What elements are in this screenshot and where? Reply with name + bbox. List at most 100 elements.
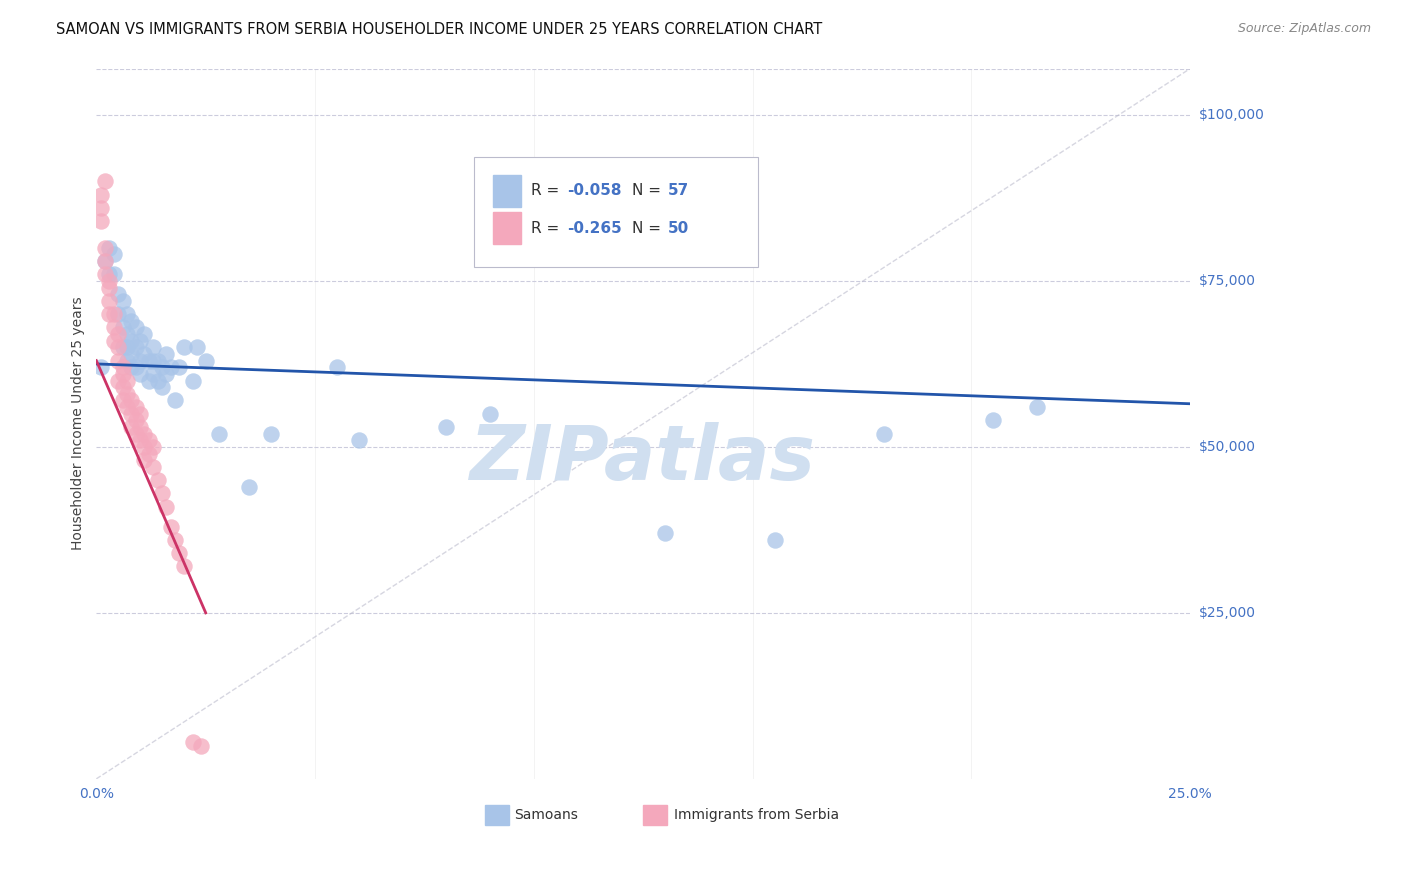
- Point: [103, 307, 125, 321]
- Point: [129, 420, 152, 434]
- Point: [150, 380, 173, 394]
- Point: [98, 280, 121, 294]
- Point: [155, 500, 177, 514]
- Point: [138, 353, 160, 368]
- Point: [654, 526, 676, 541]
- Point: [142, 459, 165, 474]
- Point: [150, 486, 173, 500]
- Bar: [644, 805, 668, 825]
- Point: [134, 426, 156, 441]
- Point: [98, 241, 121, 255]
- Text: R =: R =: [530, 183, 564, 198]
- Point: [238, 480, 260, 494]
- Point: [120, 334, 142, 348]
- Point: [115, 386, 138, 401]
- Point: [111, 360, 134, 375]
- Point: [165, 393, 187, 408]
- Point: [94, 254, 117, 268]
- Point: [347, 434, 370, 448]
- Point: [763, 533, 786, 547]
- Text: ZIPatlas: ZIPatlas: [470, 422, 817, 496]
- Point: [120, 407, 142, 421]
- Point: [150, 360, 173, 375]
- Point: [107, 327, 129, 342]
- Point: [120, 314, 142, 328]
- Point: [94, 254, 117, 268]
- Point: [90, 214, 112, 228]
- Point: [155, 347, 177, 361]
- Point: [155, 367, 177, 381]
- Point: [173, 559, 195, 574]
- Text: Samoans: Samoans: [515, 808, 578, 822]
- Point: [1026, 400, 1049, 414]
- Text: $100,000: $100,000: [1198, 108, 1264, 122]
- Point: [134, 347, 156, 361]
- Point: [125, 426, 148, 441]
- Point: [181, 374, 204, 388]
- Point: [98, 268, 121, 282]
- Text: R =: R =: [530, 221, 564, 235]
- Point: [260, 426, 283, 441]
- Point: [107, 340, 129, 354]
- Point: [190, 739, 212, 753]
- Point: [111, 380, 134, 394]
- Text: 57: 57: [668, 183, 689, 198]
- Point: [115, 374, 138, 388]
- Point: [125, 413, 148, 427]
- Point: [159, 360, 181, 375]
- Point: [479, 407, 502, 421]
- Point: [194, 353, 217, 368]
- Point: [90, 187, 112, 202]
- Point: [186, 340, 208, 354]
- Point: [98, 274, 121, 288]
- Point: [120, 360, 142, 375]
- Point: [120, 347, 142, 361]
- Point: [138, 446, 160, 460]
- Point: [134, 453, 156, 467]
- Point: [125, 400, 148, 414]
- Point: [98, 293, 121, 308]
- Point: [983, 413, 1005, 427]
- Point: [326, 360, 349, 375]
- Point: [134, 440, 156, 454]
- Point: [129, 434, 152, 448]
- Point: [107, 307, 129, 321]
- Text: 50: 50: [668, 221, 689, 235]
- Point: [169, 360, 191, 375]
- Point: [111, 293, 134, 308]
- Point: [107, 353, 129, 368]
- Point: [115, 327, 138, 342]
- Text: N =: N =: [633, 183, 666, 198]
- Bar: [485, 805, 509, 825]
- Point: [111, 367, 134, 381]
- Point: [111, 320, 134, 334]
- Point: [165, 533, 187, 547]
- Point: [103, 334, 125, 348]
- Text: $25,000: $25,000: [1198, 606, 1256, 620]
- Point: [115, 353, 138, 368]
- Point: [120, 420, 142, 434]
- Text: SAMOAN VS IMMIGRANTS FROM SERBIA HOUSEHOLDER INCOME UNDER 25 YEARS CORRELATION C: SAMOAN VS IMMIGRANTS FROM SERBIA HOUSEHO…: [56, 22, 823, 37]
- Y-axis label: Householder Income Under 25 years: Householder Income Under 25 years: [72, 297, 86, 550]
- Point: [125, 320, 148, 334]
- Point: [125, 360, 148, 375]
- Point: [146, 473, 169, 487]
- Text: $50,000: $50,000: [1198, 440, 1256, 454]
- Bar: [494, 175, 520, 207]
- Point: [129, 334, 152, 348]
- Point: [434, 420, 457, 434]
- Point: [142, 353, 165, 368]
- Point: [142, 440, 165, 454]
- FancyBboxPatch shape: [474, 157, 758, 268]
- Point: [142, 367, 165, 381]
- Point: [90, 360, 112, 375]
- Point: [90, 201, 112, 215]
- Point: [103, 320, 125, 334]
- Point: [111, 340, 134, 354]
- Point: [125, 340, 148, 354]
- Point: [129, 407, 152, 421]
- Point: [146, 374, 169, 388]
- Point: [111, 393, 134, 408]
- Point: [134, 327, 156, 342]
- Bar: [494, 212, 520, 244]
